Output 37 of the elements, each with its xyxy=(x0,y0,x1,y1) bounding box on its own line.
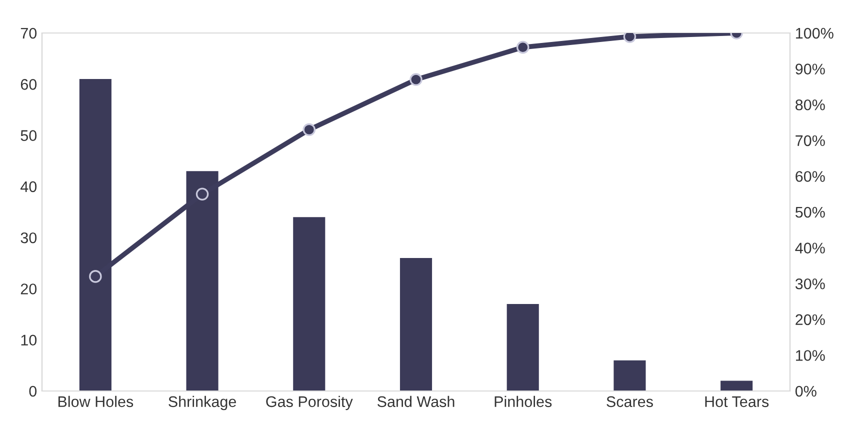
y-tick-label: 20 xyxy=(20,284,37,294)
bar xyxy=(400,258,432,391)
y2-tick-label: 40% xyxy=(795,242,825,254)
y-tick-label: 40 xyxy=(20,181,37,192)
point xyxy=(196,188,209,200)
bar xyxy=(614,360,646,391)
y-tick-label: 10 xyxy=(21,334,37,346)
y2-tick-label: 60% xyxy=(796,171,825,182)
point xyxy=(89,270,102,283)
y2-tick-label: 30% xyxy=(795,278,825,290)
x-tick-label: Scares xyxy=(606,396,653,408)
y2-tick-label: 100% xyxy=(796,28,834,39)
x-tick-label: Pinholes xyxy=(494,396,552,408)
y-tick-label: 0 xyxy=(29,386,37,397)
y2-tick-label: 10% xyxy=(796,350,825,361)
point xyxy=(410,73,422,86)
bar xyxy=(506,304,539,391)
bar xyxy=(720,380,753,391)
y-tick-label: 70 xyxy=(20,28,37,39)
y2-tick-label: 80% xyxy=(796,99,825,110)
y-tick-label: 60 xyxy=(20,79,37,90)
y2-tick-label: 0% xyxy=(795,386,816,397)
x-tick-label: Hot Tears xyxy=(705,396,769,408)
y-tick-label: 50 xyxy=(20,130,37,141)
bar xyxy=(293,217,326,391)
y-tick-label: 30 xyxy=(20,232,37,244)
y2-tick-label: 90% xyxy=(796,64,825,74)
x-tick-label: Blow Holes xyxy=(58,396,134,408)
y2-tick-label: 50% xyxy=(795,206,825,218)
x-tick-label: Gas Porosity xyxy=(266,396,353,410)
point xyxy=(623,33,636,43)
y2-tick-label: 20% xyxy=(796,314,825,326)
x-tick-label: Shrinkage xyxy=(168,396,236,410)
x-tick-label: Sand Wash xyxy=(377,396,454,408)
point xyxy=(516,40,530,54)
y2-tick-label: 70% xyxy=(796,135,825,146)
point xyxy=(302,123,316,136)
